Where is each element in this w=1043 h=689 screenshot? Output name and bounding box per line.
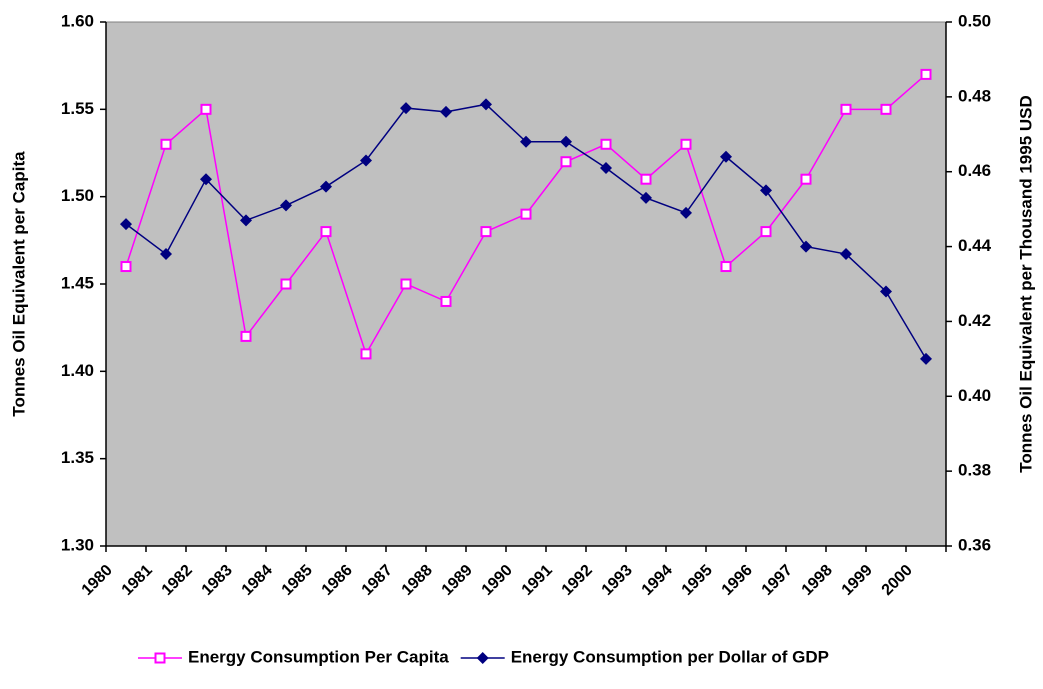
point	[600, 138, 612, 150]
y2-tick-label: 0.46	[958, 161, 991, 180]
plot-area	[105, 21, 947, 547]
point	[840, 248, 852, 261]
point	[880, 103, 892, 115]
y-tick-label: 1.50	[61, 186, 94, 205]
point	[400, 278, 412, 290]
x-tick-label: 1990	[479, 562, 516, 599]
x-tick-label: 1980	[79, 562, 116, 599]
x-tick-label: 1997	[759, 562, 796, 599]
y2-tick-label: 0.40	[958, 386, 991, 405]
point	[440, 105, 452, 118]
x-tick-label: 1996	[719, 562, 756, 599]
legend-label: Energy Consumption per Dollar of GDP	[511, 647, 829, 666]
y-axis-label: Tonnes Oil Equivalent per Capita	[9, 151, 28, 417]
x-tick-label: 1995	[679, 562, 716, 599]
y-tick-label: 1.55	[61, 99, 94, 118]
point	[600, 161, 612, 174]
point	[680, 138, 692, 150]
point	[920, 352, 932, 365]
x-tick-label: 1993	[599, 562, 636, 599]
y-tick-label: 1.60	[61, 11, 94, 30]
point	[280, 199, 292, 212]
point	[880, 285, 892, 298]
legend-marker	[476, 652, 489, 664]
y2-tick-label: 0.48	[958, 86, 991, 105]
y-tick-label: 1.30	[61, 535, 94, 554]
point	[720, 261, 732, 273]
x-tick-label: 1982	[159, 562, 196, 599]
x-tick-label: 1991	[519, 562, 556, 599]
point	[800, 173, 812, 185]
point	[240, 330, 252, 342]
point	[480, 226, 492, 238]
x-tick-label: 1986	[319, 562, 356, 599]
legend-marker	[154, 652, 166, 664]
x-tick-label: 1984	[239, 562, 276, 599]
point	[240, 214, 252, 227]
y-tick-label: 1.40	[61, 361, 94, 380]
point	[400, 102, 412, 115]
y-tick-label: 1.35	[61, 448, 94, 467]
point	[840, 103, 852, 115]
point	[160, 248, 172, 261]
x-tick-label: 1994	[639, 562, 676, 599]
point	[280, 278, 292, 290]
legend-label: Energy Consumption Per Capita	[188, 647, 449, 666]
point	[560, 156, 572, 168]
point	[120, 261, 132, 273]
x-tick-label: 1987	[359, 562, 396, 599]
y2-tick-label: 0.38	[958, 461, 991, 480]
x-tick-label: 1988	[399, 562, 436, 599]
x-tick-label: 2000	[879, 562, 916, 599]
point	[520, 208, 532, 220]
point	[120, 218, 132, 231]
point	[200, 173, 212, 186]
point	[760, 226, 772, 238]
point	[320, 226, 332, 238]
point	[920, 68, 932, 80]
x-tick-label: 1999	[839, 562, 876, 599]
x-tick-label: 1989	[439, 562, 476, 599]
point	[200, 103, 212, 115]
point	[760, 184, 772, 197]
x-tick-label: 1985	[279, 562, 316, 599]
point	[520, 135, 532, 148]
point	[320, 180, 332, 193]
point	[440, 295, 452, 307]
y2-tick-label: 0.44	[958, 236, 992, 255]
x-tick-label: 1992	[559, 562, 596, 599]
y2-tick-label: 0.42	[958, 311, 991, 330]
point	[640, 173, 652, 185]
point	[560, 135, 572, 148]
point	[160, 138, 172, 150]
y2-tick-label: 0.36	[958, 535, 991, 554]
y2-tick-label: 0.50	[958, 11, 991, 30]
x-tick-label: 1981	[119, 562, 156, 599]
point	[680, 206, 692, 219]
x-tick-label: 1983	[199, 562, 236, 599]
point	[360, 154, 372, 167]
point	[720, 150, 732, 163]
point	[800, 240, 812, 253]
y-tick-label: 1.45	[61, 273, 94, 292]
point	[360, 348, 372, 360]
y2-axis-label: Tonnes Oil Equivalent per Thousand 1995 …	[1016, 95, 1035, 473]
point	[480, 98, 492, 111]
x-tick-label: 1998	[799, 562, 836, 599]
point	[640, 191, 652, 204]
